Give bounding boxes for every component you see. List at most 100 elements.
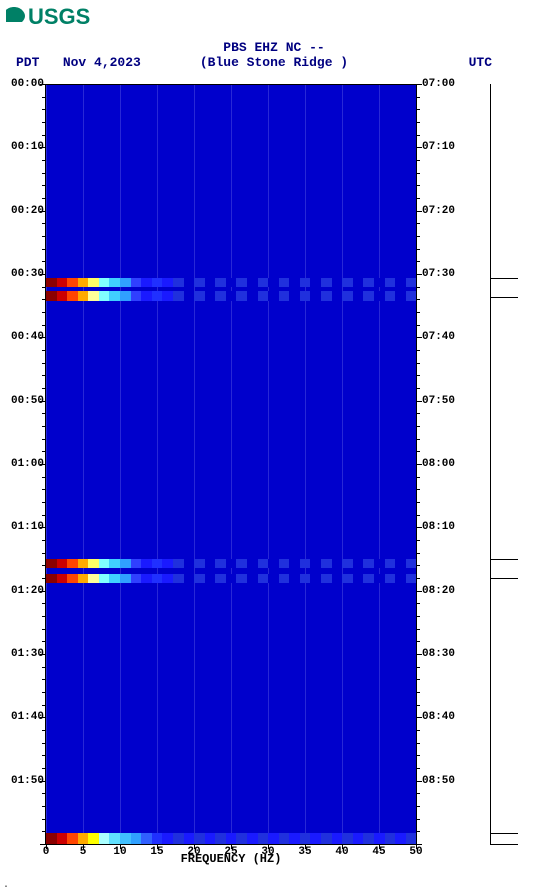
y-tick-minor-right [417,743,420,744]
y-tick-minor-left [42,755,45,756]
y-tick-minor-right [417,705,420,706]
y-tick-minor-left [42,477,45,478]
y-tick-minor-right [417,312,420,313]
y-tick-minor-right [417,768,420,769]
x-tick-mark [416,844,417,849]
y-tick-minor-right [417,388,420,389]
y-tick-minor-left [42,223,45,224]
y-tick-label-right: 08:20 [418,584,466,598]
gridline-v [342,84,343,844]
y-tick-label-right: 08:10 [418,520,466,534]
y-tick-minor-right [417,679,420,680]
y-tick-label-left: 01:20 [0,584,44,598]
svg-text:USGS: USGS [28,4,90,29]
y-tick-minor-left [42,641,45,642]
y-tick-minor-right [417,578,420,579]
x-tick-mark [231,844,232,849]
side-event-mark [490,278,518,279]
y-tick-minor-left [42,743,45,744]
y-tick-major-right [417,844,422,845]
spectrogram-plot [46,84,416,844]
y-tick-minor-left [42,439,45,440]
y-tick-minor-left [42,667,45,668]
y-tick-minor-right [417,426,420,427]
gridline-v [379,84,380,844]
y-tick-minor-right [417,831,420,832]
y-tick-minor-right [417,261,420,262]
usgs-logo: USGS [4,4,104,30]
gridline-v [46,84,47,844]
y-tick-major-left [40,844,45,845]
x-tick-mark [194,844,195,849]
x-tick-mark [379,844,380,849]
y-tick-minor-right [417,249,420,250]
y-tick-label-left: 01:30 [0,647,44,661]
y-tick-minor-right [417,451,420,452]
side-event-mark [490,559,518,560]
y-tick-minor-left [42,312,45,313]
y-tick-minor-right [417,629,420,630]
x-tick-mark [342,844,343,849]
y-tick-label-left: 00:50 [0,394,44,408]
y-tick-minor-left [42,692,45,693]
station-code: PBS EHZ NC -- [176,40,372,55]
y-tick-minor-right [417,363,420,364]
y-tick-minor-right [417,477,420,478]
y-tick-label-left: 01:50 [0,774,44,788]
spectral-event [46,833,416,844]
y-tick-minor-left [42,160,45,161]
y-tick-label-right: 08:50 [418,774,466,788]
y-tick-minor-left [42,325,45,326]
y-tick-minor-left [42,261,45,262]
y-tick-minor-left [42,109,45,110]
y-tick-minor-right [417,185,420,186]
x-tick-mark [268,844,269,849]
y-tick-minor-left [42,413,45,414]
gridline-v [268,84,269,844]
footer-mark: . [3,880,9,891]
y-tick-minor-left [42,515,45,516]
y-tick-minor-right [417,565,420,566]
y-tick-minor-left [42,135,45,136]
y-tick-minor-right [417,375,420,376]
chart-header: PBS EHZ NC -- PDT Nov 4,2023 (Blue Stone… [0,40,552,70]
gridline-v [194,84,195,844]
event-side-marks [490,84,530,844]
y-tick-label-left: 00:30 [0,267,44,281]
spectral-event [46,574,416,583]
y-tick-label-right: 08:30 [418,647,466,661]
x-axis-label: FREQUENCY (HZ) [46,852,416,866]
station-name: (Blue Stone Ridge ) [176,55,372,70]
side-event-mark [490,578,518,579]
y-tick-minor-left [42,489,45,490]
y-tick-minor-right [417,160,420,161]
spectral-event [46,278,416,287]
y-tick-label-left: 01:40 [0,710,44,724]
y-tick-label-right: 07:20 [418,204,466,218]
y-tick-label-left: 00:40 [0,330,44,344]
y-tick-minor-left [42,540,45,541]
y-tick-minor-left [42,350,45,351]
y-tick-minor-right [417,413,420,414]
y-tick-minor-right [417,755,420,756]
y-tick-minor-right [417,730,420,731]
y-tick-minor-left [42,173,45,174]
y-tick-minor-right [417,223,420,224]
axis-top [45,84,417,85]
date-label: Nov 4,2023 [63,55,141,70]
y-tick-minor-left [42,629,45,630]
side-event-mark [490,844,518,845]
x-tick-mark [120,844,121,849]
x-tick-mark [157,844,158,849]
y-tick-label-right: 07:30 [418,267,466,281]
y-tick-minor-left [42,198,45,199]
y-tick-minor-left [42,426,45,427]
right-timezone: UTC [372,55,552,70]
y-tick-minor-left [42,565,45,566]
y-tick-minor-right [417,806,420,807]
y-tick-minor-left [42,97,45,98]
y-tick-minor-left [42,730,45,731]
y-tick-minor-left [42,122,45,123]
y-tick-minor-right [417,793,420,794]
y-tick-minor-right [417,603,420,604]
